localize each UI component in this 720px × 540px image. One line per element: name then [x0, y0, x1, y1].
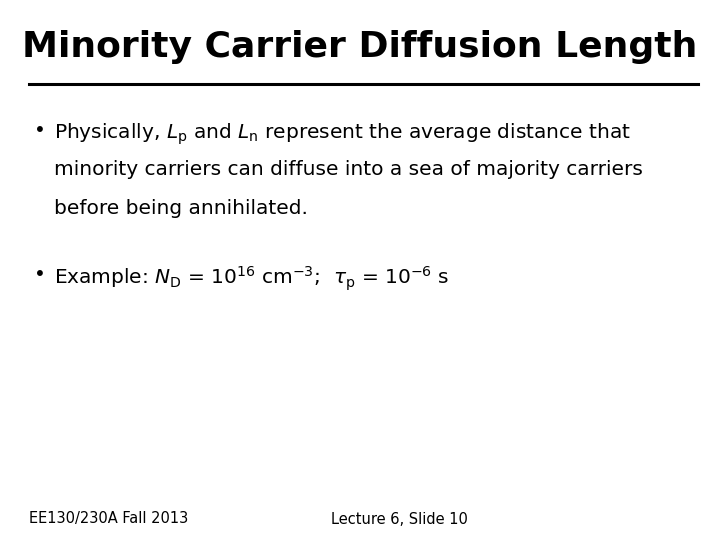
Text: •: • [34, 265, 45, 284]
Text: •: • [34, 122, 45, 140]
Text: Minority Carrier Diffusion Length: Minority Carrier Diffusion Length [22, 30, 698, 64]
Text: Example: $\mathit{N}_{\mathrm{D}}$ = 10$^{16}$ cm$^{-3}$;  $\tau_{\mathrm{p}}$ =: Example: $\mathit{N}_{\mathrm{D}}$ = 10$… [54, 265, 449, 293]
Text: Lecture 6, Slide 10: Lecture 6, Slide 10 [331, 511, 468, 526]
Text: before being annihilated.: before being annihilated. [54, 199, 308, 218]
Text: EE130/230A Fall 2013: EE130/230A Fall 2013 [29, 511, 188, 526]
Text: minority carriers can diffuse into a sea of majority carriers: minority carriers can diffuse into a sea… [54, 160, 643, 179]
Text: Physically, $\mathit{L}_{\mathrm{p}}$ and $\mathit{L}_{\mathrm{n}}$ represent th: Physically, $\mathit{L}_{\mathrm{p}}$ an… [54, 122, 631, 147]
